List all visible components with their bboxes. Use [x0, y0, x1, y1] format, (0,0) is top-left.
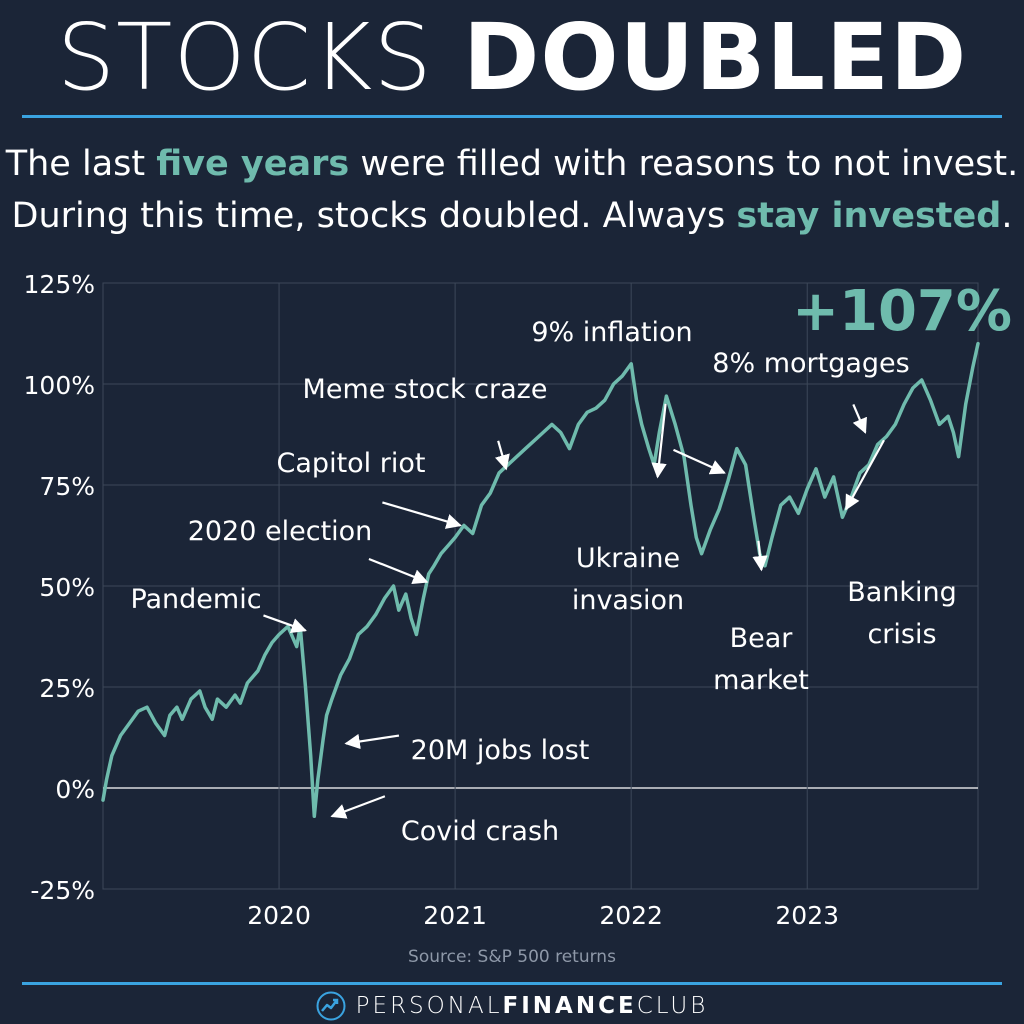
annotation-label: Pandemic: [130, 584, 261, 615]
annotation: Meme stock craze: [303, 374, 548, 471]
brand-logo-icon: [316, 991, 346, 1021]
title-bold: DOUBLED: [462, 4, 968, 111]
annotation: Capitol riot: [277, 448, 462, 529]
annotation-label: invasion: [572, 585, 684, 616]
annotation-arrow: [344, 733, 400, 750]
annotation-label: Bear: [730, 623, 794, 654]
annotation-label: market: [713, 665, 809, 696]
subtitle-1-highlight: five years: [156, 144, 350, 184]
highlight-value: +107%: [792, 279, 1012, 344]
annotation-label: 20M jobs lost: [411, 735, 590, 766]
annotation-label: 8% mortgages: [712, 348, 909, 379]
annotation: Covid crash: [330, 795, 559, 847]
annotation-label: 9% inflation: [531, 317, 692, 348]
annotation-arrow: [368, 557, 429, 585]
brand-personal: PERSONAL: [355, 993, 503, 1019]
subtitle-1a: The last: [5, 144, 157, 184]
subtitle-2b: .: [1001, 196, 1013, 236]
annotation-arrow: [844, 439, 885, 511]
y-tick-label: 0%: [55, 775, 95, 804]
subtitle-2a: During this time, stocks doubled. Always: [11, 196, 737, 236]
annotation-arrow: [330, 795, 386, 819]
top-divider: [22, 115, 1002, 118]
x-tick-label: 2020: [247, 901, 311, 930]
footer-brand[interactable]: PERSONAL FINANCE CLUB: [0, 988, 1024, 1024]
annotation-arrow: [382, 501, 462, 529]
annotation: Bear market: [713, 540, 809, 696]
y-tick-label: 75%: [39, 472, 95, 501]
annotation-arrow: [263, 614, 307, 634]
annotation-label: Ukraine: [576, 543, 680, 574]
subtitle-line-1: The last five years were filled with rea…: [0, 138, 1024, 190]
annotation: Banking crisis: [844, 439, 957, 650]
source-note: Source: S&P 500 returns: [408, 947, 616, 967]
annotation-label: Covid crash: [401, 816, 559, 847]
annotation-label: Meme stock craze: [303, 374, 548, 405]
annotation-arrow: [852, 404, 867, 434]
annotation: 20M jobs lost: [344, 733, 590, 766]
bottom-divider: [22, 982, 1002, 985]
subtitle: The last five years were filled with rea…: [0, 138, 1024, 242]
annotation: Ukraine invasion: [572, 403, 684, 616]
page-title: STOCKS DOUBLED: [0, 2, 1024, 114]
annotation-label: Banking: [847, 577, 957, 608]
series-line: [101, 341, 980, 819]
x-tick-label: 2022: [599, 901, 663, 930]
subtitle-1b: were filled with reasons to not invest.: [349, 144, 1019, 184]
x-tick-label: 2023: [775, 901, 839, 930]
x-tick-label: 2021: [423, 901, 487, 930]
annotation: Pandemic: [130, 584, 307, 634]
annotation: 8% mortgages: [712, 348, 910, 434]
subtitle-line-2: During this time, stocks doubled. Always…: [0, 190, 1024, 242]
y-tick-label: 125%: [24, 270, 95, 299]
annotation: 2020 election: [188, 516, 429, 585]
y-tick-label: 25%: [39, 674, 95, 703]
annotation-label: crisis: [867, 619, 936, 650]
annotation-label: Capitol riot: [277, 448, 426, 479]
y-tick-label: 50%: [39, 573, 95, 602]
annotation-arrow: [673, 448, 726, 475]
brand-club: CLUB: [636, 993, 709, 1019]
annotation-arrow: [651, 403, 667, 479]
annotation: 9% inflation: [531, 317, 726, 475]
y-tick-label: 100%: [24, 371, 95, 400]
annotation-label: 2020 election: [188, 516, 373, 547]
annotation-arrow: [494, 440, 510, 471]
title-light: STOCKS: [56, 4, 433, 111]
brand-finance: FINANCE: [502, 993, 637, 1019]
subtitle-2-highlight: stay invested: [736, 196, 1002, 236]
y-tick-label: -25%: [30, 876, 95, 905]
annotation-arrow: [752, 540, 768, 572]
